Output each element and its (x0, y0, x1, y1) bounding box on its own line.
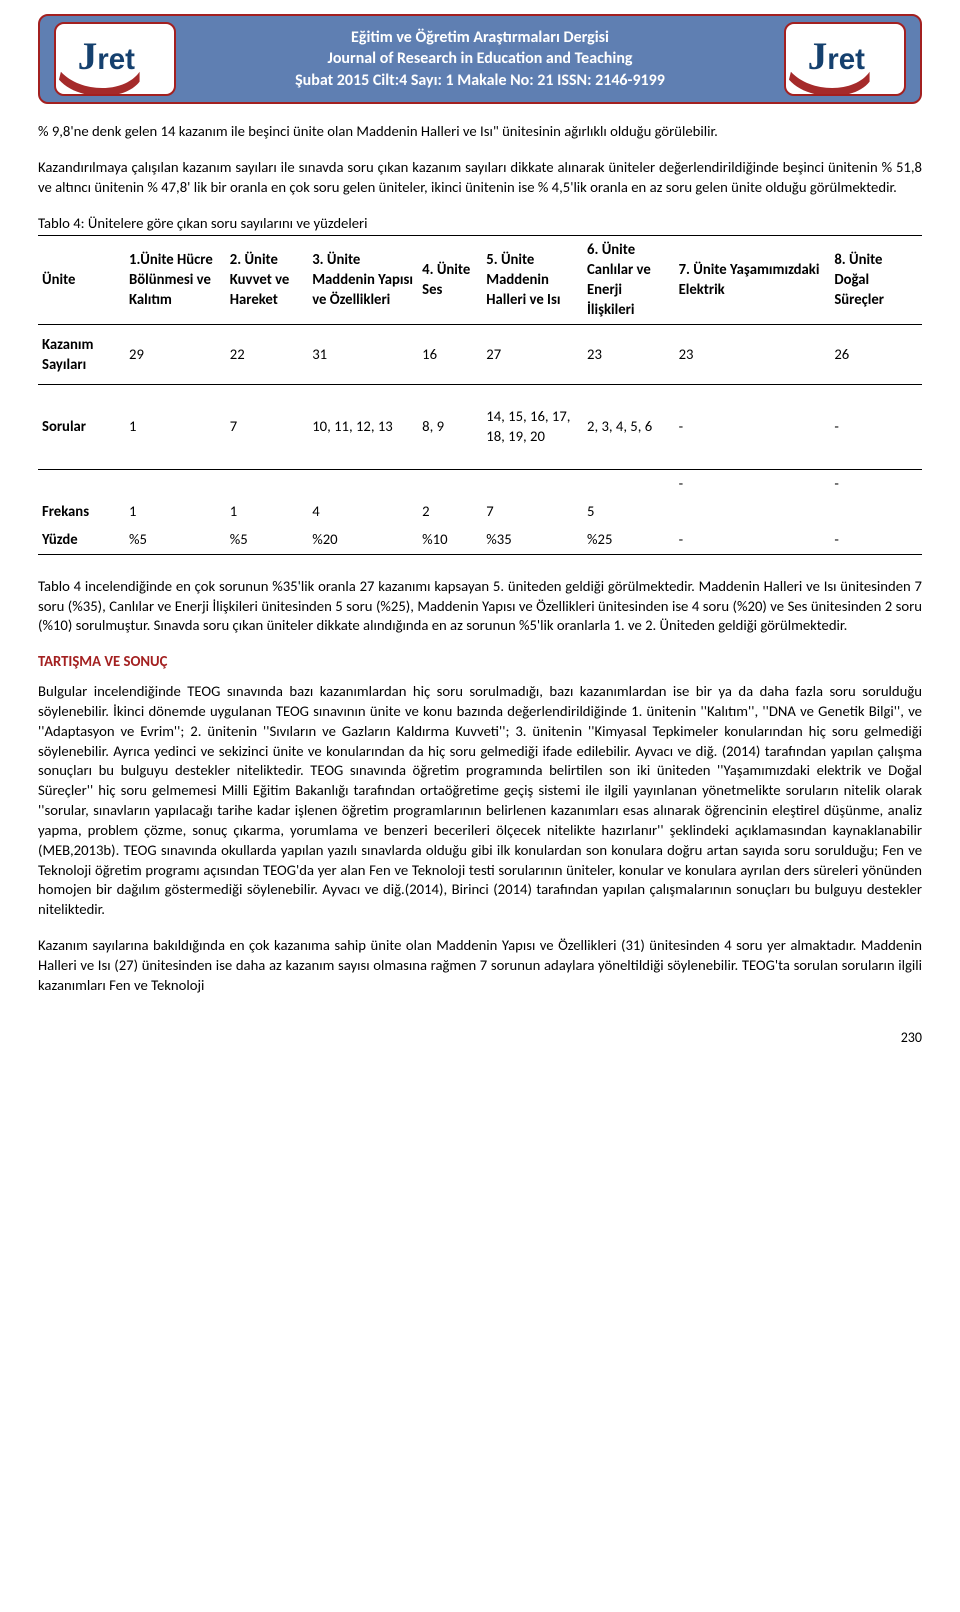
cell: - (830, 526, 922, 554)
table4-col-unit1: 1.Ünite Hücre Bölünmesi ve Kalıtım (125, 236, 226, 324)
cell: 7 (482, 498, 583, 526)
table4-row-sorular: Sorular 1 7 10, 11, 12, 13 8, 9 14, 15, … (38, 385, 922, 470)
paragraph-1: % 9,8'ne denk gelen 14 kazanım ile beşin… (38, 122, 922, 142)
cell: 27 (482, 324, 583, 385)
cell: 29 (125, 324, 226, 385)
table4-row-frekans-top: - - (38, 470, 922, 498)
cell: - (675, 470, 831, 498)
table4-col-unite: Ünite (38, 236, 125, 324)
cell: %20 (308, 526, 418, 554)
cell: - (675, 526, 831, 554)
section-heading-discussion: TARTIŞMA VE SONUÇ (38, 652, 922, 672)
journal-logo-left: J ret (54, 22, 176, 96)
table4-header-row: Ünite 1.Ünite Hücre Bölünmesi ve Kalıtım… (38, 236, 922, 324)
cell: - (830, 385, 922, 470)
row-label: Kazanım Sayıları (38, 324, 125, 385)
svg-text:J: J (808, 34, 828, 78)
journal-title-tr: Eğitim ve Öğretim Araştırmaları Dergisi (182, 27, 778, 49)
svg-text:ret: ret (97, 43, 135, 76)
cell: %25 (583, 526, 675, 554)
jret-logo-icon: J ret (786, 24, 904, 94)
cell: 1 (125, 498, 226, 526)
row-label: Frekans (38, 498, 125, 526)
cell: 23 (675, 324, 831, 385)
table4-col-unit3: 3. Ünite Maddenin Yapısı ve Özellikleri (308, 236, 418, 324)
paragraph-3: Tablo 4 incelendiğinde en çok sorunun %3… (38, 577, 922, 637)
cell: 1 (125, 385, 226, 470)
cell: %10 (418, 526, 482, 554)
journal-issue-info: Şubat 2015 Cilt:4 Sayı: 1 Makale No: 21 … (182, 70, 778, 92)
journal-logo-right: J ret (784, 22, 906, 96)
table4-row-yuzde: Yüzde %5 %5 %20 %10 %35 %25 - - (38, 526, 922, 554)
svg-text:ret: ret (827, 43, 865, 76)
table4-col-unit5: 5. Ünite Maddenin Halleri ve Isı (482, 236, 583, 324)
journal-header-banner: J ret Eğitim ve Öğretim Araştırmaları De… (38, 14, 922, 104)
journal-title-en: Journal of Research in Education and Tea… (182, 48, 778, 70)
table4-col-unit2: 2. Ünite Kuvvet ve Hareket (226, 236, 308, 324)
cell: - (675, 385, 831, 470)
cell: 8, 9 (418, 385, 482, 470)
table4-col-unit6: 6. Ünite Canlılar ve Enerji İlişkileri (583, 236, 675, 324)
page-number: 230 (901, 1029, 922, 1048)
cell: 26 (830, 324, 922, 385)
cell: - (830, 470, 922, 498)
cell: 22 (226, 324, 308, 385)
table4-title: Tablo 4: Ünitelere göre çıkan soru sayıl… (38, 214, 922, 234)
row-label: Yüzde (38, 526, 125, 554)
cell: %5 (226, 526, 308, 554)
cell: 16 (418, 324, 482, 385)
cell: 7 (226, 385, 308, 470)
jret-logo-icon: J ret (56, 24, 174, 94)
paragraph-5: Kazanım sayılarına bakıldığında en çok k… (38, 936, 922, 996)
table4-row-kazanim: Kazanım Sayıları 29 22 31 16 27 23 23 26 (38, 324, 922, 385)
cell: 14, 15, 16, 17, 18, 19, 20 (482, 385, 583, 470)
cell: 31 (308, 324, 418, 385)
cell: 5 (583, 498, 675, 526)
table4-row-frekans: Frekans 1 1 4 2 7 5 (38, 498, 922, 526)
svg-text:J: J (78, 34, 98, 78)
cell: 10, 11, 12, 13 (308, 385, 418, 470)
table4: Ünite 1.Ünite Hücre Bölünmesi ve Kalıtım… (38, 235, 922, 554)
cell: 2, 3, 4, 5, 6 (583, 385, 675, 470)
table4-col-unit7: 7. Ünite Yaşamımızdaki Elektrik (675, 236, 831, 324)
journal-header-text: Eğitim ve Öğretim Araştırmaları Dergisi … (182, 20, 778, 98)
cell: %35 (482, 526, 583, 554)
cell: %5 (125, 526, 226, 554)
cell: 23 (583, 324, 675, 385)
cell: 4 (308, 498, 418, 526)
paragraph-4: Bulgular incelendiğinde TEOG sınavında b… (38, 682, 922, 920)
row-label: Sorular (38, 385, 125, 470)
table4-col-unit8: 8. Ünite Doğal Süreçler (830, 236, 922, 324)
table4-col-unit4: 4. Ünite Ses (418, 236, 482, 324)
paragraph-2: Kazandırılmaya çalışılan kazanım sayılar… (38, 158, 922, 198)
cell: 1 (226, 498, 308, 526)
cell: 2 (418, 498, 482, 526)
